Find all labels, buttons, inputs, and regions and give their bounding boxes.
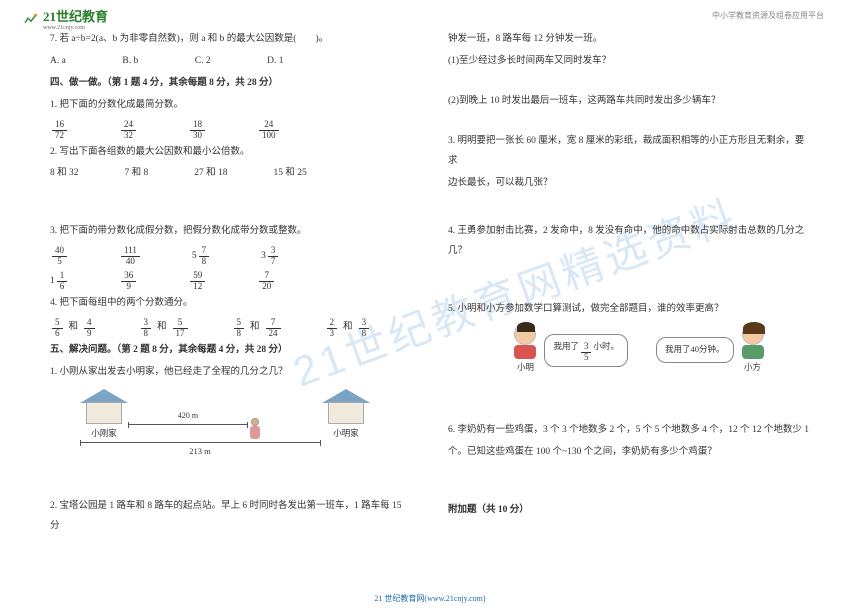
q2-1: (1)至少经过多长时间两车又同时发车？ <box>448 52 810 72</box>
s4-q3-row2: 116 369 5912 720 <box>50 271 412 292</box>
mixed: 5912 <box>188 271 207 292</box>
pair-item: 7 和 8 <box>125 164 149 184</box>
pair: 56和49 <box>50 318 97 339</box>
q2-cont: 钟发一班，8 路车每 12 分钟发一班。 <box>448 30 810 50</box>
mixed: 720 <box>257 271 276 292</box>
bubble-right: 我用了40分钟。 <box>656 337 734 363</box>
s4-q2-items: 8 和 32 7 和 8 27 和 18 15 和 25 <box>50 164 412 184</box>
pair: 38和517 <box>139 318 190 339</box>
s5-q1: 1. 小刚从家出发去小明家，他已经走了全程的几分之几？ <box>50 363 412 383</box>
q7-options: A. a B. b C. 2 D. 1 <box>50 52 412 72</box>
kid-body-icon <box>514 345 536 359</box>
q4: 4. 王勇参加射击比赛，2 发命中，8 发没有命中，他的命中数占实际射击总数的几… <box>448 222 810 262</box>
bonus-title: 附加题（共 10 分） <box>448 501 810 521</box>
section5-title: 五、解决问题。（第 2 题 8 分，其余每题 4 分，共 28 分） <box>50 341 412 361</box>
s4-q1-fracs: 1672 2432 1830 24100 <box>50 120 412 141</box>
section4-title: 四、做一做。（第 1 题 4 分，其余每题 8 分，共 28 分） <box>50 74 412 94</box>
frac: 2432 <box>121 120 136 141</box>
mixed: 369 <box>119 271 138 292</box>
s4-q4: 4. 把下面每组中的两个分数通分。 <box>50 294 412 314</box>
pair: 58和724 <box>232 318 283 339</box>
mixed: 405 <box>50 246 69 267</box>
pair-item: 27 和 18 <box>194 164 227 184</box>
kid-head-icon <box>742 323 764 345</box>
pair: 23和38 <box>325 318 372 339</box>
s4-q2: 2. 写出下面各组数的最大公因数和最小公倍数。 <box>50 143 412 163</box>
right-house-label: 小明家 <box>322 425 370 443</box>
q3b: 边长最长，可以裁几张？ <box>448 174 810 194</box>
left-house-label: 小刚家 <box>80 425 128 443</box>
mixed: 337 <box>261 246 280 267</box>
frac: 1672 <box>52 120 67 141</box>
pair-item: 15 和 25 <box>274 164 307 184</box>
footer: 21 世纪教育网(www.21cnjy.com) <box>0 593 860 604</box>
frac: 24100 <box>259 120 279 141</box>
kids-illustration: 小明 我用了 35 小时。 我用了40分钟。 小方 <box>468 323 810 377</box>
kid-left-name: 小明 <box>517 359 534 377</box>
bubble-left: 我用了 35 小时。 <box>544 334 628 367</box>
q6: 6. 李奶奶有一些鸡蛋，3 个 3 个地数多 2 个，5 个 5 个地数多 4 … <box>448 421 810 441</box>
q2-2: (2)到晚上 10 时发出最后一班车，这两路车共同时发出多少辆车？ <box>448 92 810 112</box>
kid-right-name: 小方 <box>744 359 761 377</box>
road-segment: 420 m <box>128 424 248 440</box>
s5-q2: 2. 宝塔公园是 1 路车和 8 路车的起点站。早上 6 时同时各发出第一班车，… <box>50 497 412 537</box>
opt-a: A. a <box>50 52 120 72</box>
s4-q3: 3. 把下面的带分数化成假分数，把假分数化成带分数或整数。 <box>50 222 412 242</box>
q5: 5. 小明和小方参加数学口算测试，做完全部题目，谁的效率更高？ <box>448 300 810 320</box>
kid-head-icon <box>514 323 536 345</box>
mixed: 11140 <box>119 246 142 267</box>
person-icon <box>248 418 262 440</box>
opt-c: C. 2 <box>195 52 265 72</box>
kid-left: 小明 <box>514 323 536 377</box>
q3: 3. 明明要把一张长 60 厘米，宽 8 厘米的彩纸，裁成面积相等的小正方形且无… <box>448 132 810 172</box>
kid-body-icon <box>742 345 764 359</box>
page: 7. 若 a÷b=2(a、b 为非零自然数)，则 a 和 b 的最大公因数是( … <box>0 0 860 608</box>
total-road: 213 m <box>80 442 320 461</box>
pair-item: 8 和 32 <box>50 164 79 184</box>
q6b: 个。已知这些鸡蛋在 100 个~130 个之间，李奶奶有多少个鸡蛋？ <box>448 443 810 463</box>
kid-right: 小方 <box>742 323 764 377</box>
opt-b: B. b <box>122 52 192 72</box>
s4-q1: 1. 把下面的分数化成最简分数。 <box>50 96 412 116</box>
q7-stem: 7. 若 a÷b=2(a、b 为非零自然数)，则 a 和 b 的最大公因数是( … <box>50 30 412 50</box>
mixed: 578 <box>192 246 211 267</box>
left-column: 7. 若 a÷b=2(a、b 为非零自然数)，则 a 和 b 的最大公因数是( … <box>18 8 430 588</box>
opt-d: D. 1 <box>267 52 337 72</box>
right-column: 钟发一班，8 路车每 12 分钟发一班。 (1)至少经过多长时间两车又同时发车？… <box>430 8 842 588</box>
mixed: 116 <box>50 271 69 292</box>
house-left-icon <box>80 389 128 425</box>
s4-q4-pairs: 56和49 38和517 58和724 23和38 <box>50 318 412 339</box>
frac: 1830 <box>190 120 205 141</box>
s4-q3-row1: 405 11140 578 337 <box>50 246 412 267</box>
house-right-icon <box>322 389 370 425</box>
scene-illustration: 小刚家 420 m 小明家 <box>80 389 412 443</box>
